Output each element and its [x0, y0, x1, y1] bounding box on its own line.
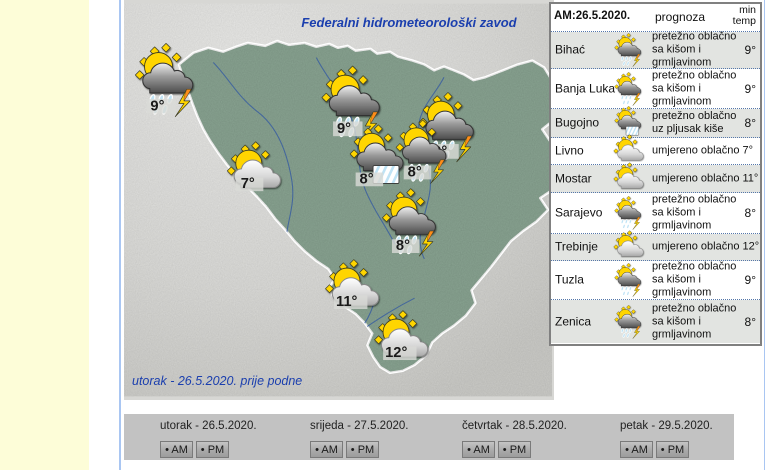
svg-text:7°: 7° [241, 176, 255, 192]
svg-text:12°: 12° [385, 345, 407, 361]
svg-text:8°: 8° [360, 171, 374, 187]
svg-text:9°: 9° [150, 99, 164, 115]
svg-text:11°: 11° [336, 294, 358, 310]
svg-text:9°: 9° [337, 121, 351, 137]
svg-text:8°: 8° [408, 164, 422, 180]
svg-text:8°: 8° [396, 238, 410, 254]
